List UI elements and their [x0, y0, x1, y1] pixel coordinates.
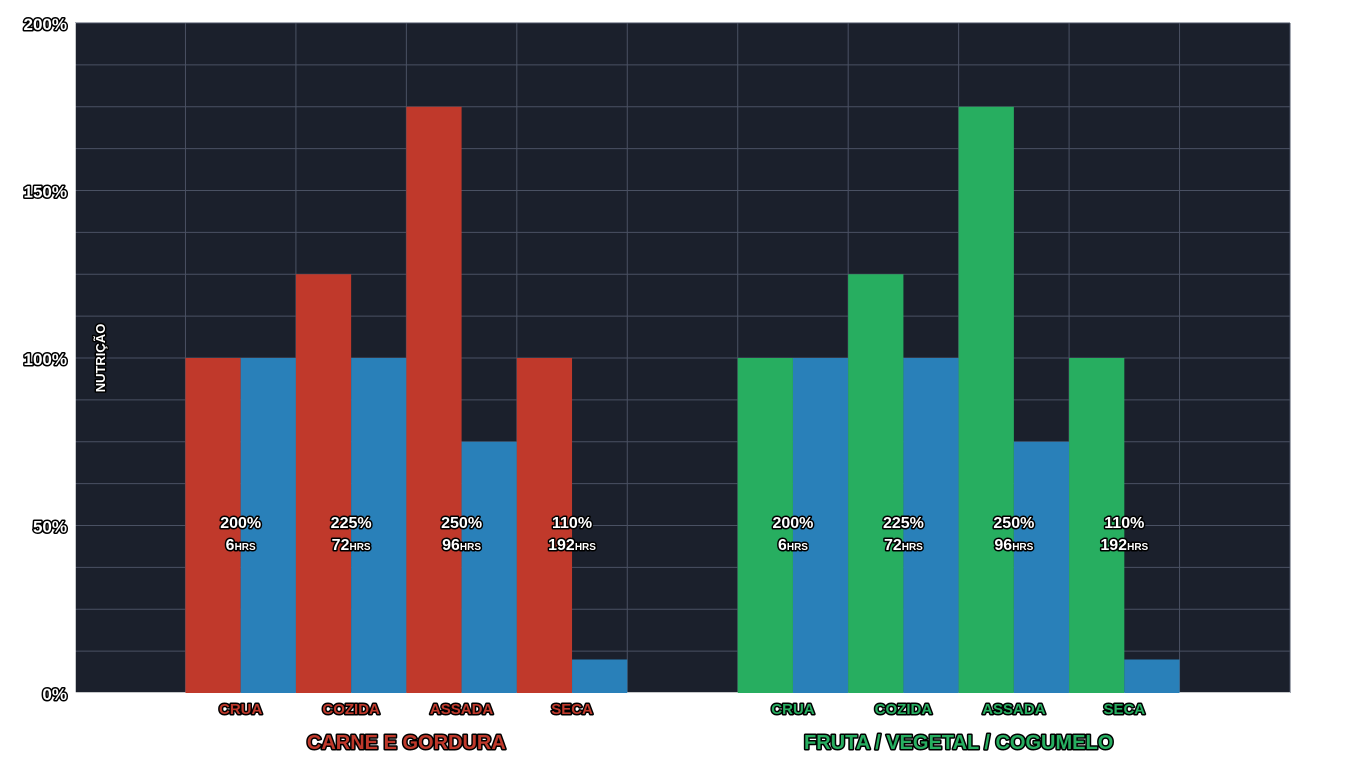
annotation-hours-unit: HRS: [235, 542, 256, 553]
annotation-hours-value: 192: [548, 537, 575, 554]
group-label: CARNE E GORDURA: [307, 732, 506, 754]
duration-bar: [461, 441, 517, 693]
annotation-hours-unit: HRS: [349, 542, 370, 553]
annotation-hours: 72HRS: [332, 537, 371, 554]
annotation-hours-value: 6: [226, 537, 235, 554]
y-tick-label: 200%: [24, 15, 67, 34]
y-tick-label: 150%: [24, 183, 67, 202]
duration-bar: [572, 659, 628, 693]
annotation-percent: 110%: [1104, 515, 1144, 532]
annotation-percent: 225%: [883, 515, 924, 532]
annotation-percent: 200%: [772, 515, 813, 532]
nutrition-bar: [737, 358, 793, 693]
annotation-percent: 250%: [441, 515, 482, 532]
annotation-hours: 6HRS: [226, 537, 256, 554]
x-category-label: CRUA: [771, 701, 814, 718]
nutrition-bar: [848, 274, 904, 693]
annotation-hours-value: 72: [884, 537, 902, 554]
x-category-label: SECA: [1103, 701, 1145, 718]
annotation-hours: 192HRS: [1100, 537, 1148, 554]
annotation-hours-unit: HRS: [575, 542, 596, 553]
annotation-percent: 110%: [552, 515, 592, 532]
x-category-label: ASSADA: [982, 701, 1046, 718]
nutrition-bar: [1069, 358, 1125, 693]
nutrition-bar: [958, 106, 1014, 693]
duration-bar: [240, 358, 296, 693]
duration-bar: [1124, 659, 1180, 693]
duration-bar: [792, 358, 849, 693]
nutrition-bar: [406, 106, 462, 693]
annotation-percent: 200%: [220, 515, 261, 532]
y-tick-label: 0%: [42, 685, 67, 704]
annotation-hours-value: 6: [778, 537, 787, 554]
annotation-hours-unit: HRS: [787, 542, 808, 553]
annotation-hours-unit: HRS: [1127, 542, 1148, 553]
duration-bar: [1013, 441, 1070, 693]
nutrition-bar: [295, 274, 352, 693]
x-category-label: ASSADA: [430, 701, 494, 718]
annotation-hours-unit: HRS: [902, 542, 923, 553]
annotation-percent: 225%: [331, 515, 372, 532]
y-tick-label: 100%: [24, 350, 67, 369]
nutrition-bar: [185, 358, 241, 693]
duration-bar: [351, 358, 407, 693]
annotation-hours-unit: HRS: [1012, 542, 1033, 553]
x-category-label: CRUA: [219, 701, 262, 718]
annotation-hours: 192HRS: [548, 537, 596, 554]
annotation-hours: 72HRS: [884, 537, 923, 554]
annotation-hours: 6HRS: [778, 537, 808, 554]
annotation-hours: 96HRS: [994, 537, 1033, 554]
y-axis-label: NUTRIÇÃO: [93, 324, 108, 393]
duration-bar: [903, 358, 959, 693]
annotation-hours-value: 96: [994, 537, 1012, 554]
x-category-label: COZIDA: [875, 701, 933, 718]
y-tick-label: 50%: [33, 518, 67, 537]
group-label: FRUTA / VEGETAL / COGUMELO: [804, 732, 1113, 754]
annotation-hours-value: 96: [442, 537, 460, 554]
annotation-hours-unit: HRS: [460, 542, 481, 553]
annotation-hours-value: 72: [332, 537, 350, 554]
nutrition-bar: [516, 358, 573, 693]
annotation-percent: 250%: [993, 515, 1034, 532]
annotation-hours: 96HRS: [442, 537, 481, 554]
x-category-label: COZIDA: [322, 701, 380, 718]
x-category-label: SECA: [551, 701, 593, 718]
annotation-hours-value: 192: [1100, 537, 1127, 554]
